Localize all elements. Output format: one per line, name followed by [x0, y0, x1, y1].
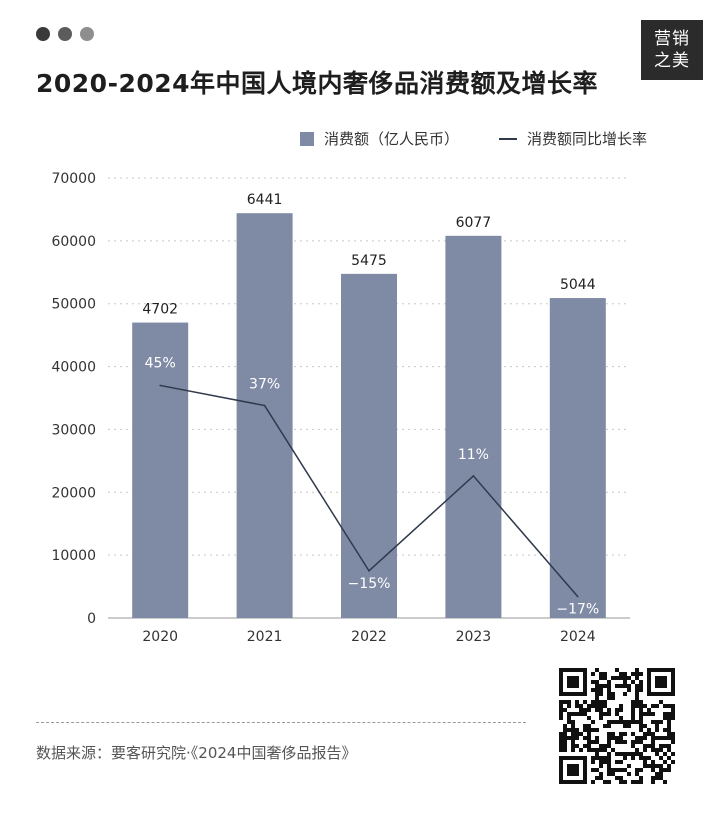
- y-tick-label: 70000: [51, 171, 96, 187]
- legend-bar-label: 消费额（亿人民币）: [324, 130, 460, 148]
- growth-value-label: −15%: [348, 576, 391, 592]
- x-tick-label: 2023: [456, 629, 492, 645]
- bar-value-label: 5044: [560, 277, 596, 293]
- growth-point: [577, 595, 579, 598]
- x-tick-label: 2022: [351, 629, 387, 645]
- window-dots: [36, 27, 94, 41]
- logo-line-1: 营销: [654, 29, 690, 49]
- growth-value-label: −17%: [556, 602, 599, 618]
- growth-point: [159, 384, 161, 387]
- y-tick-label: 60000: [51, 234, 96, 250]
- bar: [132, 322, 189, 618]
- x-tick-label: 2024: [560, 629, 596, 645]
- y-tick-label: 10000: [51, 548, 96, 564]
- bar: [445, 235, 502, 619]
- y-tick-label: 50000: [51, 297, 96, 313]
- x-tick-label: 2021: [247, 629, 283, 645]
- chart-legend: 消费额（亿人民币） 消费额同比增长率: [300, 128, 647, 149]
- growth-point: [368, 570, 370, 572]
- bar-value-label: 4702: [142, 302, 178, 318]
- dot-icon: [58, 27, 72, 41]
- legend-item-line: 消费额同比增长率: [499, 128, 647, 149]
- qr-code-icon: [559, 668, 675, 784]
- chart-title: 2020-2024年中国人境内奢侈品消费额及增长率: [36, 69, 599, 98]
- bar: [236, 213, 293, 618]
- y-tick-label: 20000: [51, 485, 96, 501]
- bar: [341, 273, 397, 618]
- legend-line-label: 消费额同比增长率: [527, 130, 648, 148]
- y-tick-label: 40000: [51, 360, 96, 376]
- x-tick-label: 2020: [142, 629, 178, 645]
- logo-line-2: 之美: [654, 51, 690, 71]
- brand-logo: 营销 之美: [641, 20, 703, 80]
- dot-icon: [36, 27, 50, 41]
- growth-value-label: 37%: [249, 377, 280, 393]
- footer-divider: [36, 722, 526, 723]
- growth-value-label: 45%: [145, 355, 176, 371]
- dot-icon: [80, 27, 94, 41]
- y-tick-label: 30000: [51, 422, 96, 438]
- bar-swatch-icon: [300, 131, 314, 146]
- line-swatch-icon: [499, 137, 518, 140]
- y-tick-label: 0: [87, 611, 96, 627]
- bar-value-label: 6441: [247, 192, 283, 208]
- bar-value-label: 5475: [351, 253, 387, 269]
- growth-point: [472, 475, 475, 477]
- growth-point: [263, 404, 266, 407]
- legend-item-bar: 消费额（亿人民币）: [300, 128, 459, 149]
- growth-value-label: 11%: [458, 447, 489, 463]
- source-note: 数据来源：要客研究院·《2024中国奢侈品报告》: [36, 744, 357, 762]
- bar: [549, 298, 606, 618]
- bar-value-label: 6077: [456, 215, 492, 231]
